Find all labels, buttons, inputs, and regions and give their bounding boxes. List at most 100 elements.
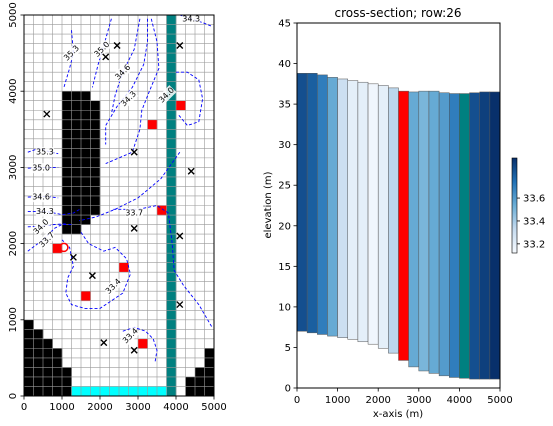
constant-head-cell (119, 386, 129, 397)
x-tick-label: 3000 (125, 402, 150, 413)
river-cell (166, 272, 177, 282)
inactive-cell (71, 100, 82, 111)
river-cell (166, 262, 177, 273)
constant-head-cell (109, 386, 120, 397)
river-cell (166, 129, 177, 140)
marker-stroke (100, 339, 108, 347)
observation-marker (130, 224, 138, 232)
inactive-cell (24, 357, 34, 368)
inactive-cell (62, 386, 72, 397)
contour-label-bg (32, 192, 51, 203)
inactive-cell (62, 119, 72, 130)
inactive-cell (81, 119, 91, 130)
inactive-cell (81, 91, 91, 102)
marker-stroke (176, 301, 184, 309)
colorbar-tick-label: 33.6 (523, 194, 545, 205)
cross-section-cell (377, 85, 389, 349)
map-frame (23, 14, 215, 397)
inactive-cell (90, 186, 101, 197)
constant-head-cell (100, 386, 110, 397)
colorbar (511, 157, 518, 254)
head-contour (105, 18, 148, 145)
inactive-cell (90, 176, 101, 187)
well-cell (176, 100, 186, 111)
marker-stroke (176, 232, 184, 240)
y-tick-label: 3000 (8, 155, 19, 180)
inactive-cell (52, 348, 63, 359)
map-cells (24, 15, 215, 397)
inactive-cell (33, 386, 44, 397)
y-tick-label: 5000 (8, 2, 19, 27)
inactive-cell (204, 367, 215, 378)
inactive-cell (90, 205, 101, 216)
inactive-cell (90, 100, 101, 111)
cross-section-cell (489, 91, 501, 380)
well-cell (147, 119, 158, 130)
y-tick-label: 30 (278, 140, 291, 151)
river-cell (166, 195, 177, 206)
contour-label: 34.3 (36, 207, 54, 216)
marker-stroke (69, 253, 77, 261)
inactive-cell (204, 357, 215, 368)
inactive-cell (33, 329, 44, 340)
observation-marker (43, 110, 51, 118)
contour-label-bg (92, 39, 112, 60)
inactive-cell (81, 195, 91, 206)
constant-head-cell (71, 386, 82, 397)
y-tick-label: 4000 (8, 78, 19, 103)
inactive-cell (90, 195, 101, 206)
river-cell (166, 15, 177, 25)
inactive-cell (71, 91, 82, 102)
inactive-cell (81, 215, 91, 225)
x-tick-label: 2000 (365, 395, 390, 406)
inactive-cell (71, 215, 82, 225)
cross-section-cell (459, 93, 470, 379)
river-cell (166, 300, 177, 311)
inactive-cell (71, 205, 82, 216)
marker-stroke (130, 148, 138, 156)
inactive-cell (43, 367, 53, 378)
contour-label-bg (32, 163, 51, 174)
inactive-cell (81, 167, 91, 178)
contour-label-bg (118, 88, 139, 109)
inactive-cell (81, 186, 91, 197)
marker-stroke (43, 110, 51, 118)
river-cell (166, 100, 177, 111)
inactive-cell (90, 110, 101, 121)
x-tick-label: 5000 (487, 395, 512, 406)
head-contour (113, 205, 213, 328)
cross-section-cell (418, 90, 430, 372)
contour-label-bg (103, 276, 124, 297)
inactive-cell (81, 157, 91, 168)
cross-section-cell (357, 81, 369, 343)
colorbar-ticks: 33.2 33.4 33.6 (517, 194, 545, 250)
river-cell (166, 367, 177, 378)
inactive-cell (62, 195, 72, 206)
y-tick-label: 10 (278, 302, 291, 313)
observation-marker (176, 232, 184, 240)
inactive-cell (185, 386, 196, 397)
inactive-cell (62, 138, 72, 149)
inactive-cell (62, 186, 72, 197)
model-map-panel: 34.335.3 35.034.634.3 34.035.335.034.634.3… (8, 2, 227, 413)
inactive-cell (71, 186, 82, 197)
river-cell (166, 224, 177, 235)
marker-stroke (113, 41, 121, 49)
inactive-cell (24, 348, 34, 359)
x-tick-label: 2000 (87, 402, 112, 413)
river-cell (166, 34, 177, 44)
marker-stroke (187, 167, 195, 175)
cross-section-cell (479, 91, 491, 380)
contour-label: 35.3 (36, 148, 54, 157)
river-cell (166, 281, 177, 292)
marker-stroke (176, 41, 184, 49)
inactive-cell (90, 157, 101, 168)
x-tick-label: 5000 (201, 402, 226, 413)
colorbar-tick-label: 33.4 (523, 216, 545, 227)
observation-marker (130, 148, 138, 156)
inactive-cell (52, 367, 63, 378)
inactive-cell (52, 376, 63, 387)
river-cell (166, 215, 177, 225)
inactive-cell (185, 376, 196, 387)
marker-stroke (102, 53, 110, 61)
